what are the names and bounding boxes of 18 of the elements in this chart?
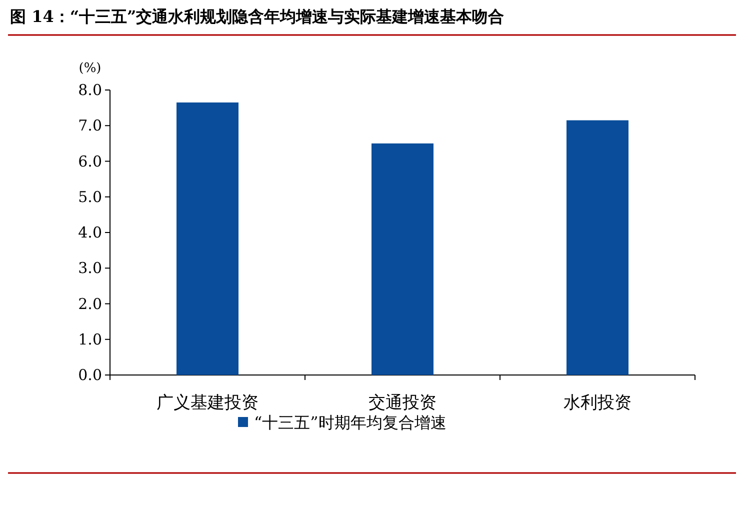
chart-title: 图 14：“十三五”交通水利规划隐含年均增速与实际基建增速基本吻合 bbox=[10, 7, 504, 26]
bar bbox=[566, 120, 628, 375]
legend-label: “十三五”时期年均复合增速 bbox=[254, 413, 446, 432]
y-tick-label: 4.0 bbox=[78, 224, 102, 242]
y-tick-label: 1.0 bbox=[78, 330, 102, 348]
x-tick-label: 广义基建投资 bbox=[156, 393, 258, 413]
y-tick-label: 0.0 bbox=[78, 366, 102, 384]
x-tick-label: 交通投资 bbox=[368, 393, 436, 413]
y-tick-label: 7.0 bbox=[78, 116, 102, 135]
y-axis-title: (%) bbox=[78, 61, 102, 76]
y-tick-label: 2.0 bbox=[78, 294, 102, 313]
y-tick-label: 3.0 bbox=[78, 259, 102, 278]
bar bbox=[372, 143, 434, 375]
y-tick-label: 5.0 bbox=[78, 188, 102, 206]
y-tick-label: 6.0 bbox=[78, 152, 102, 170]
bar bbox=[176, 102, 238, 375]
x-tick-label: 水利投资 bbox=[564, 393, 632, 413]
y-tick-label: 8.0 bbox=[78, 81, 102, 99]
